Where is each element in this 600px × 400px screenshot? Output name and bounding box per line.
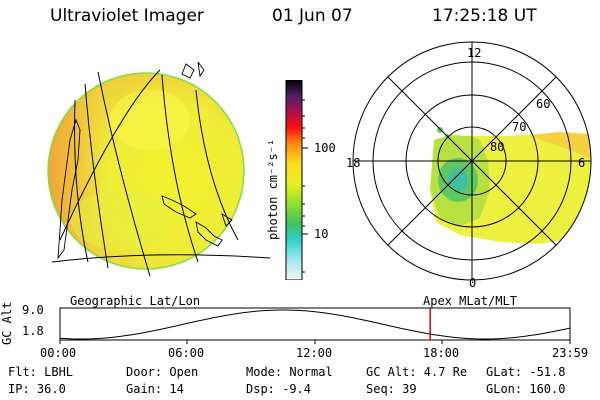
mlt-label-0: 0 [469,276,477,290]
x-tick-1800: 18:00 [423,346,460,360]
colorbar-tick-10: 10 [314,227,329,241]
status-dsp: Dsp: -9.4 [246,382,312,396]
x-tick-1200: 12:00 [296,346,333,360]
time-label: 17:25:18 UT [432,6,537,26]
x-tick-2359: 23:59 [552,346,589,360]
mlt-label-12: 12 [467,46,482,60]
status-gcalt: GC Alt: 4.7 Re [366,365,468,379]
status-flt: Flt: LBHL [8,365,74,379]
altitude-trace [59,309,571,340]
x-tick-0600: 06:00 [168,346,205,360]
mlt-label-18: 18 [346,156,361,170]
status-glat: GLat: -51.8 [486,365,566,379]
status-glon: GLon: 160.0 [486,382,566,396]
polar-plot [352,41,592,281]
status-ip: IP: 36.0 [8,382,66,396]
colorbar-unit-label: photon cm⁻²s⁻¹ [266,138,280,240]
mlat-label-70: 70 [512,120,527,134]
status-gain: Gain: 14 [126,382,184,396]
altitude-axis-label: GC Alt [0,301,14,345]
status-mode: Mode: Normal [246,365,333,379]
colorbar-tick-100: 100 [314,141,336,155]
right-panel-caption: Apex MLat/MLT [423,294,517,308]
mlt-label-6: 6 [578,156,586,170]
altitude-plot [59,307,571,344]
status-seq: Seq: 39 [366,382,417,396]
x-tick-0000: 00:00 [40,346,77,360]
mlat-label-60: 60 [536,97,551,111]
date-label: 01 Jun 07 [272,6,353,26]
altitude-ymax: 9.0 [22,303,44,317]
left-panel-caption: Geographic Lat/Lon [70,294,201,308]
colorbar [285,80,308,280]
altitude-ymin: 1.8 [22,324,44,338]
status-door: Door: Open [126,365,199,379]
app-title: Ultraviolet Imager [50,6,204,26]
mlat-label-80: 80 [490,140,505,154]
